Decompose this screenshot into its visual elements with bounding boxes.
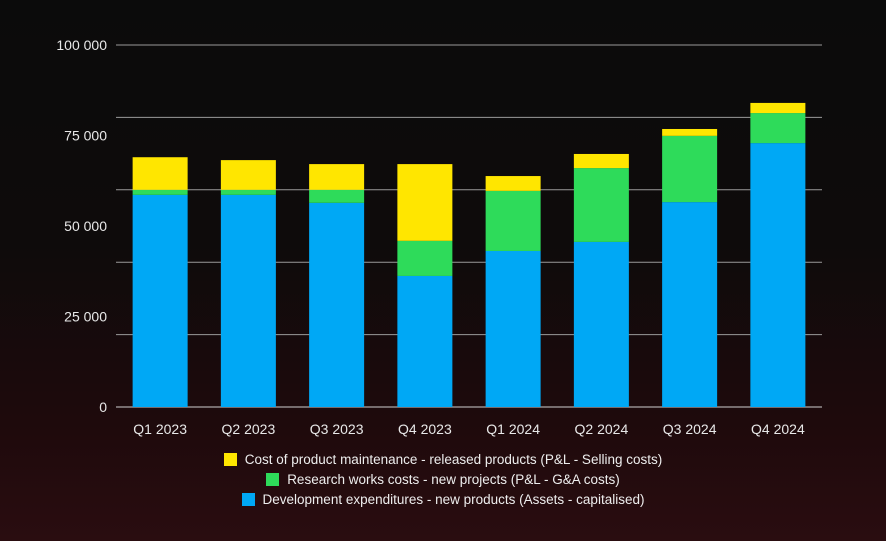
bar-segment (750, 143, 806, 408)
y-tick-label: 75 000 (64, 128, 107, 144)
legend-label: Research works costs - new projects (P&L… (287, 472, 620, 487)
legend-label: Cost of product maintenance - released p… (244, 452, 663, 467)
bar-segment (309, 202, 365, 407)
bar-segment (309, 189, 365, 203)
legend-item[interactable]: Cost of product maintenance - released p… (223, 452, 663, 467)
bar-segment (397, 240, 453, 276)
y-tick-label: 50 000 (64, 218, 107, 234)
bar-segment (750, 113, 806, 144)
x-tick-label: Q4 2023 (398, 421, 452, 437)
bar-segment (573, 241, 629, 407)
x-tick-label: Q1 2024 (486, 421, 540, 437)
x-tick-label: Q2 2023 (222, 421, 276, 437)
x-tick-label: Q2 2024 (575, 421, 629, 437)
bar-segment (573, 153, 629, 169)
y-tick-label: 0 (99, 399, 107, 415)
bar-segment (220, 194, 276, 407)
legend-swatch (241, 493, 255, 506)
legend-item[interactable]: Research works costs - new projects (P&L… (266, 472, 620, 487)
legend-swatch (266, 473, 280, 486)
bar-segment (750, 102, 806, 114)
x-tick-label: Q3 2024 (663, 421, 717, 437)
x-tick-label: Q1 2023 (133, 421, 187, 437)
bar-segment (662, 202, 718, 407)
bar-segment (485, 190, 541, 251)
legend: Cost of product maintenance - released p… (0, 452, 886, 507)
bar-segment (220, 160, 276, 190)
x-tick-label: Q4 2024 (751, 421, 805, 437)
y-tick-label: 25 000 (64, 309, 107, 325)
bar-segment (485, 250, 541, 407)
legend-item[interactable]: Development expenditures - new products … (241, 492, 645, 507)
bar-segment (662, 128, 718, 136)
bar-segment (397, 275, 453, 407)
bar-segment (220, 189, 276, 195)
legend-swatch (223, 453, 237, 466)
bar-segment (132, 189, 188, 195)
legend-label: Development expenditures - new products … (262, 492, 645, 507)
bar-segment (132, 194, 188, 407)
bar-segment (573, 168, 629, 242)
bar-segment (397, 164, 453, 241)
bar-segment (662, 135, 718, 203)
bar-segment (132, 157, 188, 190)
bar-segment (485, 176, 541, 191)
y-tick-label: 100 000 (56, 37, 107, 53)
bar-segment (309, 164, 365, 190)
x-tick-label: Q3 2023 (310, 421, 364, 437)
